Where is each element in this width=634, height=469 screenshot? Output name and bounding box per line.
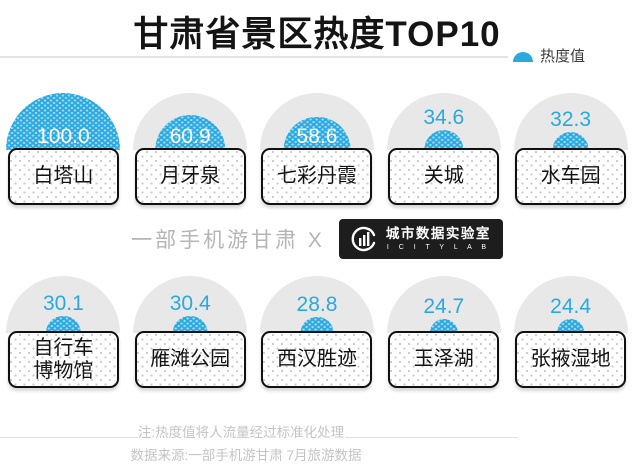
scenic-spot-item: 60.9 月牙泉	[127, 93, 254, 205]
icitylab-logo: 城市数据实验室 I C I T Y L A B	[338, 219, 503, 259]
scenic-spot-item: 28.8 西汉胜迹	[254, 276, 381, 388]
scenic-spot-name: 西汉胜迹	[276, 348, 357, 370]
scenic-spot-label-box: 水车园	[515, 148, 627, 205]
scenic-spot-name: 七彩丹霞	[276, 165, 357, 187]
heat-value: 30.4	[169, 291, 211, 315]
heat-mound-area: 24.7	[380, 276, 507, 333]
scenic-spot-name: 张掖湿地	[530, 348, 611, 370]
heat-mound-area: 28.8	[254, 276, 381, 333]
scenic-spot-name: 水车园	[540, 165, 601, 187]
scenic-spot-name: 白塔山	[33, 165, 94, 187]
scenic-spot-item: 30.1 自行车 博物馆	[0, 276, 127, 388]
scenic-spot-label-box: 关城	[388, 148, 500, 205]
scenic-spot-item: 58.6 七彩丹霞	[254, 93, 381, 205]
heat-mound-area: 32.3	[507, 93, 634, 150]
heat-mound-area: 24.4	[507, 276, 634, 333]
heat-mound	[424, 130, 464, 150]
scenic-spot-item: 34.6 关城	[380, 93, 507, 205]
heat-mound-area: 30.1	[0, 276, 127, 333]
scenic-spot-label-box: 月牙泉	[134, 148, 246, 205]
bottom5-row: 30.1 自行车 博物馆 30.4 雁滩公园 28.8 西汉胜迹 24.7	[0, 276, 634, 388]
top5-row: 100.0 白塔山 60.9 月牙泉 58.6 七彩丹霞 34.6 关城	[0, 93, 634, 205]
scenic-spot-label-box: 七彩丹霞	[261, 148, 373, 205]
heat-mound	[552, 131, 589, 150]
heat-value: 58.6	[296, 125, 338, 148]
footer-note: 注:热度值将人流量经过标准化处理	[137, 425, 345, 440]
heat-mound	[172, 315, 208, 333]
heat-value: 32.3	[550, 107, 592, 131]
heat-mound-icon	[513, 52, 533, 62]
heat-value: 100.0	[37, 125, 90, 148]
icitylab-logo-text: 城市数据实验室 I C I T Y L A B	[386, 226, 491, 252]
footer-line-left	[0, 437, 138, 438]
scenic-spot-label-box: 西汉胜迹	[261, 331, 373, 388]
scenic-spot-item: 24.4 张掖湿地	[507, 276, 634, 388]
scenic-spot-label-box: 自行车 博物馆	[7, 331, 119, 388]
scenic-spot-name: 玉泽湖	[413, 348, 474, 370]
scenic-spot-label-box: 玉泽湖	[388, 331, 500, 388]
scenic-spot-item: 32.3 水车园	[507, 93, 634, 205]
heat-mound-area: 100.0	[0, 93, 127, 150]
heat-mound-area: 30.4	[127, 276, 254, 333]
logo-name-en: I C I T Y L A B	[386, 244, 491, 251]
scenic-spot-name: 雁滩公园	[150, 348, 231, 370]
heat-value: 34.6	[423, 106, 465, 130]
heat-value: 24.4	[550, 295, 592, 319]
title-divider	[0, 56, 508, 58]
scenic-spot-label-box: 张掖湿地	[515, 331, 627, 388]
heat-value: 30.1	[42, 291, 84, 315]
heat-mound	[556, 319, 585, 333]
page-title: 甘肃省景区热度TOP10	[133, 15, 501, 54]
legend: 热度值	[513, 45, 585, 66]
heat-mound-area: 58.6	[254, 93, 381, 150]
heat-mound	[46, 315, 81, 333]
heat-value: 24.7	[423, 294, 465, 318]
footer-source: 数据来源:一部手机游甘肃 7月旅游数据	[130, 448, 362, 463]
credit-text: 一部手机游甘肃 X	[131, 229, 325, 252]
logo-name-cn: 城市数据实验室	[385, 226, 491, 241]
legend-label: 热度值	[540, 48, 586, 65]
heat-mound-area: 34.6	[380, 93, 507, 150]
scenic-spot-item: 100.0 白塔山	[0, 93, 127, 205]
heat-value: 60.9	[169, 125, 211, 148]
icitylab-logo-icon	[351, 226, 376, 252]
footer-line-right	[345, 437, 518, 438]
scenic-spot-name: 月牙泉	[160, 165, 221, 187]
scenic-spot-item: 30.4 雁滩公园	[127, 276, 254, 388]
heat-mound	[300, 316, 334, 333]
heat-mound	[429, 318, 458, 333]
credit-line: 一部手机游甘肃 X 城市数据实验室 I C I T Y L A B	[0, 219, 634, 259]
scenic-spot-name: 关城	[423, 165, 464, 187]
scenic-spot-label-box: 白塔山	[7, 148, 119, 205]
heat-value: 28.8	[296, 292, 338, 316]
scenic-spot-label-box: 雁滩公园	[134, 331, 246, 388]
scenic-spot-name: 自行车 博物馆	[33, 336, 94, 382]
heat-mound-area: 60.9	[127, 93, 254, 150]
scenic-spot-item: 24.7 玉泽湖	[380, 276, 507, 388]
